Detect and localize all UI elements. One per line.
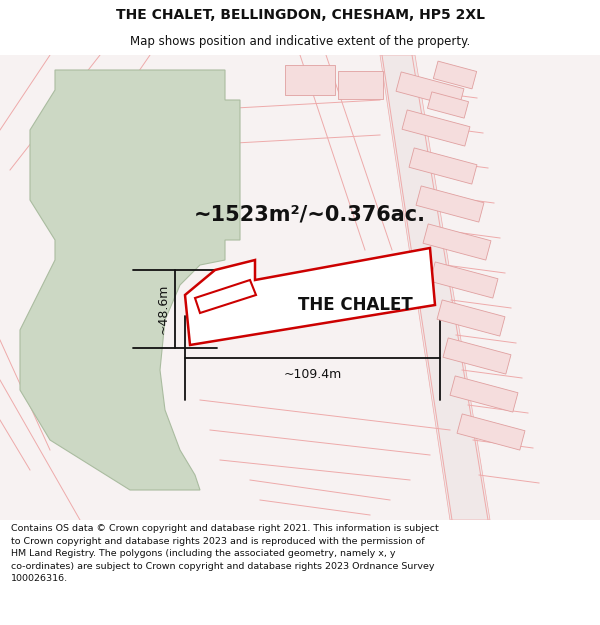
Polygon shape [396, 72, 464, 108]
Polygon shape [450, 376, 518, 412]
Text: ~1523m²/~0.376ac.: ~1523m²/~0.376ac. [194, 205, 426, 225]
Polygon shape [402, 110, 470, 146]
Text: ~109.4m: ~109.4m [283, 368, 341, 381]
Polygon shape [185, 248, 435, 345]
Polygon shape [430, 262, 498, 298]
Polygon shape [195, 280, 256, 313]
Polygon shape [285, 65, 335, 95]
Polygon shape [437, 300, 505, 336]
Polygon shape [409, 148, 477, 184]
Polygon shape [380, 55, 490, 520]
Polygon shape [423, 224, 491, 260]
Polygon shape [337, 71, 383, 99]
Polygon shape [457, 414, 525, 450]
Text: THE CHALET, BELLINGDON, CHESHAM, HP5 2XL: THE CHALET, BELLINGDON, CHESHAM, HP5 2XL [115, 8, 485, 22]
Text: Map shows position and indicative extent of the property.: Map shows position and indicative extent… [130, 35, 470, 48]
Polygon shape [416, 186, 484, 222]
Polygon shape [427, 92, 469, 118]
Text: THE CHALET: THE CHALET [298, 296, 412, 314]
Polygon shape [20, 70, 240, 490]
Polygon shape [433, 61, 476, 89]
Text: ~48.6m: ~48.6m [157, 284, 170, 334]
Text: Contains OS data © Crown copyright and database right 2021. This information is : Contains OS data © Crown copyright and d… [11, 524, 439, 583]
Polygon shape [443, 338, 511, 374]
